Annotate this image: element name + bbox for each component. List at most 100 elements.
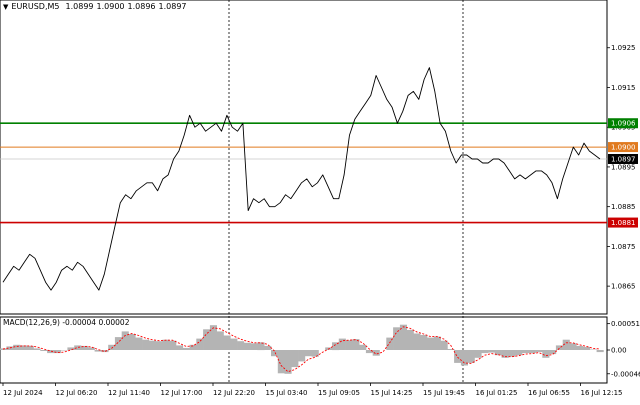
open-value: 1.0899 [65,2,94,11]
macd-bar [359,344,367,350]
macd-bar [576,345,584,350]
price-tick-label: 1.0915 [611,84,636,92]
macd-bar [271,350,279,357]
price-tick-label: 1.0875 [611,243,636,251]
time-tick-label: 15 Jul 14:25 [371,389,413,397]
time-tick-label: 15 Jul 09:05 [318,389,360,397]
price-badge-label: 1.0906 [611,120,636,128]
macd-bar [40,350,48,351]
time-tick-label: 16 Jul 01:25 [476,389,518,397]
macd-bar [542,350,550,358]
price-badge [608,217,638,228]
macd-bar [67,347,75,350]
macd-bar [365,350,373,354]
macd-bar [33,348,41,350]
macd-bar [528,350,536,354]
macd-bar [189,344,197,350]
macd-bar [94,350,102,352]
macd-bar [298,350,306,362]
macd-bar [237,341,245,350]
price-line [2,67,601,291]
macd-bar [6,346,14,350]
price-badge-label: 1.0897 [611,155,636,163]
macd-bar [352,339,360,350]
macd-bar [467,350,475,363]
macd-bar [216,331,224,350]
macd-bar [277,350,285,374]
macd-bar [223,335,231,350]
macd-bar [589,349,597,350]
macd-bar [176,345,184,350]
macd-bar [53,350,61,354]
macd-bar [406,329,414,350]
macd-bar [284,350,292,374]
macd-bar [555,345,563,350]
price-badge [608,153,638,164]
time-axis: 12 Jul 2024 12 Jul 06:20 12 Jul 11:40 12 Ju… [2,383,623,397]
macd-bar [481,350,489,354]
time-tick-label: 12 Jul 17:00 [161,389,203,397]
macd-bar [304,350,312,357]
macd-bar [26,345,34,350]
price-tick-label: 1.0885 [611,203,636,211]
macd-bar [108,344,116,350]
close-value: 1.0897 [158,2,187,11]
chart-title: ▼ EURUSD,M5 1.0899 1.0900 1.0896 1.0897 [3,2,190,11]
signal-line [2,326,601,373]
price-pane-frame [0,0,608,315]
dropdown-arrow-icon[interactable]: ▼ [3,3,9,11]
time-tick-label: 12 Jul 22:20 [213,389,255,397]
macd-bar [121,331,129,350]
macd-bar [338,338,346,350]
macd-bar [291,350,299,368]
price-badge [608,118,638,129]
macd-bar [74,345,82,350]
macd-bar [20,345,28,350]
time-tick-label: 16 Jul 06:55 [528,389,570,397]
macd-bar [243,342,251,350]
price-series [2,67,601,291]
macd-bar [420,335,428,350]
macd-bar [494,350,502,356]
macd-bar [332,342,340,351]
price-badges: 1.0906 1.0900 1.0881 1.0897 [608,118,638,228]
macd-bar [569,343,577,350]
macd-bar [501,350,509,358]
macd-bar [13,344,21,350]
macd-bar [427,337,435,350]
macd-bar [311,350,319,357]
macd-bar [87,347,95,350]
macd-bar [454,350,462,363]
time-tick-label: 12 Jul 11:40 [108,389,150,397]
macd-bar [433,336,441,350]
macd-bar [488,350,496,353]
macd-bar [413,333,421,350]
macd-bar [596,350,604,353]
time-tick-label: 15 Jul 03:40 [266,389,308,397]
macd-bar [162,339,170,350]
macd-bar [148,340,156,350]
high-value: 1.0900 [96,2,125,11]
macd-bar [155,341,163,350]
macd-bar [474,350,482,358]
macd-bar [128,334,136,350]
low-value: 1.0896 [127,2,156,11]
macd-bar [60,350,68,351]
time-tick-label: 12 Jul 2024 [3,389,43,397]
price-tick-label: 1.0925 [611,44,636,52]
macd-bar [460,350,468,366]
macd-bar [399,324,407,350]
macd-bar [372,350,380,356]
macd-bar [203,329,211,350]
macd-bar [169,340,177,350]
time-tick-label: 16 Jul 12:15 [581,389,623,397]
macd-bar [135,337,143,350]
macd-bar [447,349,455,350]
time-tick-label: 15 Jul 19:45 [423,389,465,397]
level-lines [0,122,607,224]
macd-bar [583,346,591,350]
macd-title: MACD(12,26,9) -0.00004 0.00002 [3,318,130,327]
price-badge-label: 1.0881 [611,219,636,227]
